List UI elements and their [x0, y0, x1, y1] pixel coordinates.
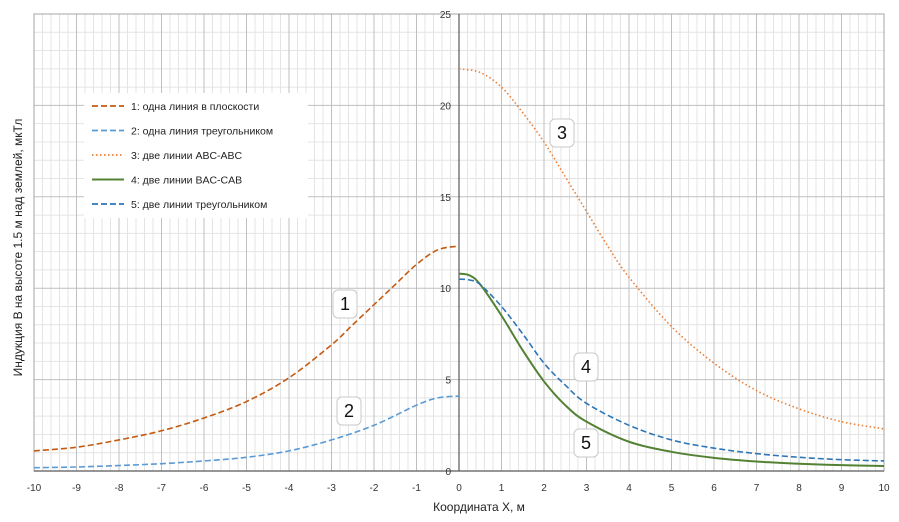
x-tick-labels: -10 -9 -8 -7 -6 -5 -4 -3 -2 -1 0 1 2 3 4 5 6 7 8 9 10 — [27, 483, 890, 494]
x-tick-label: 4 — [626, 483, 632, 494]
x-tick-label: -7 — [157, 483, 166, 494]
legend: 1: одна линия в плоскости 2: одна линия т… — [84, 93, 308, 218]
y-tick-label: 20 — [440, 101, 452, 112]
x-tick-label: -6 — [200, 483, 209, 494]
x-tick-label: -1 — [412, 483, 421, 494]
y-axis-title: Индукция В на высоте 1.5 м над землей, м… — [11, 119, 25, 377]
x-tick-label: -9 — [72, 483, 81, 494]
y-tick-label: 5 — [445, 376, 451, 387]
x-tick-label: 0 — [456, 483, 462, 494]
x-tick-label: 9 — [839, 483, 845, 494]
series-layer — [33, 68, 885, 469]
series-line-5 — [458, 278, 885, 462]
y-tick-label: 15 — [440, 193, 452, 204]
callout-box-1 — [332, 289, 358, 319]
y-tick-label: 0 — [445, 467, 451, 478]
callout-box-5 — [573, 428, 599, 458]
x-tick-label: 8 — [796, 483, 802, 494]
callout-label-2: 2 — [344, 401, 354, 421]
x-axis-title: Координата X, м — [433, 500, 525, 514]
x-tick-label: 6 — [711, 483, 717, 494]
callout-box-4 — [573, 352, 599, 382]
callout-label-3: 3 — [557, 123, 567, 143]
x-tick-label: -2 — [370, 483, 379, 494]
legend-label-4: 4: две линии BAC-CAB — [131, 175, 242, 187]
y-tick-label: 10 — [440, 284, 452, 295]
callout-label-5: 5 — [581, 433, 591, 453]
legend-label-5: 5: две линии треугольником — [131, 199, 267, 211]
y-tick-labels: 0 5 10 15 20 25 — [440, 10, 452, 478]
legend-label-1: 1: одна линия в плоскости — [131, 101, 259, 113]
x-tick-label: 3 — [584, 483, 590, 494]
zero-axes — [34, 14, 884, 472]
callout-box-3 — [549, 118, 575, 148]
series-line-4 — [458, 272, 885, 468]
x-tick-label: 7 — [754, 483, 760, 494]
x-tick-label: -10 — [27, 483, 42, 494]
series-line-1 — [33, 245, 460, 452]
x-tick-label: -4 — [285, 483, 294, 494]
x-tick-label: 10 — [878, 483, 890, 494]
x-tick-label: 5 — [669, 483, 675, 494]
x-tick-label: -8 — [115, 483, 124, 494]
x-tick-label: -5 — [242, 483, 251, 494]
legend-label-3: 3: две линии ABC-ABC — [131, 150, 243, 162]
callout-box-2 — [336, 396, 362, 426]
legend-label-2: 2: одна линия треугольником — [131, 126, 273, 138]
x-tick-label: -3 — [327, 483, 336, 494]
x-tick-label: 1 — [499, 483, 505, 494]
y-tick-label: 25 — [440, 10, 452, 21]
x-tick-label: 2 — [541, 483, 547, 494]
callout-label-4: 4 — [581, 357, 591, 377]
series-callouts: 1 2 3 4 5 — [332, 118, 599, 458]
callout-label-1: 1 — [340, 294, 350, 314]
series-line-2 — [33, 395, 460, 469]
series-line-3 — [458, 68, 885, 430]
